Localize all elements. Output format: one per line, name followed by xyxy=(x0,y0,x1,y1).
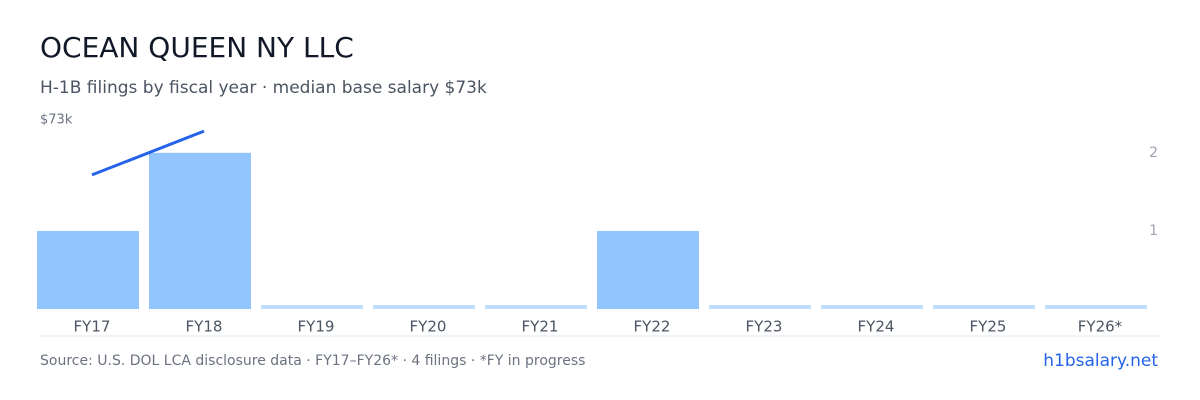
x-tick-label: FY24 xyxy=(858,318,895,336)
x-tick-label: FY22 xyxy=(634,318,671,336)
x-tick-label: FY17 xyxy=(74,318,111,336)
y2-tick-label: 2 xyxy=(1149,145,1158,161)
x-tick-label: FY20 xyxy=(410,318,447,336)
source-note: Source: U.S. DOL LCA disclosure data · F… xyxy=(40,353,585,369)
x-tick-label: FY26* xyxy=(1078,318,1123,336)
bar-track xyxy=(933,305,1035,309)
bar-track xyxy=(1045,305,1147,309)
bar-track xyxy=(821,305,923,309)
x-tick-label: FY18 xyxy=(186,318,223,336)
x-tick-label: FY25 xyxy=(970,318,1007,336)
y-tick-label: $73k xyxy=(40,113,73,128)
salary-line xyxy=(91,129,205,177)
chart-title: OCEAN QUEEN NY LLC xyxy=(40,31,354,64)
bar-track xyxy=(709,305,811,309)
bar xyxy=(37,230,139,309)
x-tick-label: FY23 xyxy=(746,318,783,336)
bar-track xyxy=(261,305,363,309)
x-tick-label: FY21 xyxy=(522,318,559,336)
bar xyxy=(149,152,251,309)
x-tick-label: FY19 xyxy=(298,318,335,336)
bar-track xyxy=(485,305,587,309)
bar-track xyxy=(373,305,475,309)
bar xyxy=(597,230,699,309)
site-link[interactable]: h1bsalary.net xyxy=(1043,351,1158,371)
chart-subtitle: H-1B filings by fiscal year · median bas… xyxy=(40,78,487,98)
y2-tick-label: 1 xyxy=(1149,223,1158,239)
